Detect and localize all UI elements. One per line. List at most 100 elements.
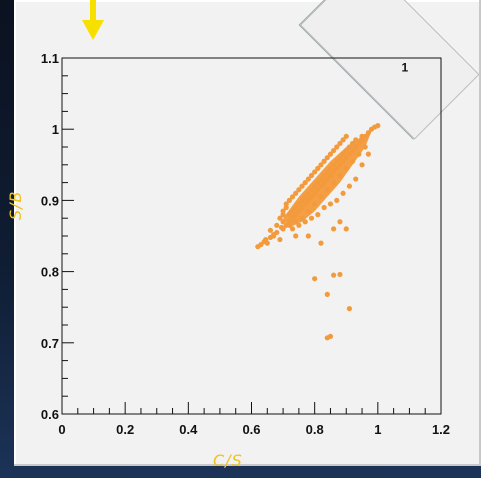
scatter-point <box>293 204 299 211</box>
scatter-point <box>289 194 296 200</box>
scatter-point <box>289 208 296 214</box>
scatter-point <box>331 226 337 232</box>
x-tick-label: 0.6 <box>242 422 260 437</box>
scatter-point <box>315 165 321 171</box>
scatter-point <box>340 137 346 143</box>
scatter-point <box>305 197 311 203</box>
plot-frame <box>61 57 442 415</box>
scatter-point <box>315 180 321 186</box>
scatter-point <box>296 222 302 228</box>
scatter-point <box>302 201 308 207</box>
scatter-point <box>327 172 334 179</box>
scatter-point <box>274 229 280 236</box>
scatter-point <box>286 219 292 225</box>
scatter-point <box>346 306 353 312</box>
scatter-point <box>264 240 270 246</box>
scatter-point <box>365 130 371 136</box>
scatter-point <box>334 144 340 150</box>
y-tick-label: 1.1 <box>41 51 59 66</box>
x-tick-label: 0.2 <box>116 422 134 437</box>
x-tick-label: 1.2 <box>432 422 450 437</box>
scatter-point <box>312 183 318 189</box>
scatter-point <box>286 222 292 228</box>
scatter-point <box>308 187 315 193</box>
y-tick-label: 0.8 <box>41 265 59 280</box>
scatter-point <box>308 215 315 221</box>
scatter-point <box>343 133 349 139</box>
scatter-point <box>359 137 365 143</box>
scatter-point <box>293 190 299 196</box>
scatter-point <box>337 155 343 161</box>
scatter-point <box>353 176 359 182</box>
scatter-point <box>324 169 330 175</box>
scatter-point <box>349 147 356 154</box>
scatter-point <box>280 208 286 214</box>
y-axis-label: S/B <box>6 190 25 220</box>
scatter-point <box>346 144 353 150</box>
scatter-point <box>277 215 283 221</box>
scatter-point <box>305 208 311 214</box>
y-tick-label: 0.9 <box>41 193 59 208</box>
scatter-point <box>331 272 337 278</box>
scatter-point <box>318 183 324 189</box>
scatter-point <box>334 197 340 203</box>
scatter-point <box>315 187 321 193</box>
scatter-point <box>305 190 311 196</box>
scatter-point <box>346 151 353 157</box>
scatter-point <box>356 140 362 147</box>
scatter-point <box>302 219 308 225</box>
scatter-point <box>334 165 340 171</box>
y-tick-label: 1 <box>52 122 59 137</box>
scatter-point <box>280 219 286 225</box>
scatter-point <box>286 197 292 203</box>
scatter-point <box>299 204 305 211</box>
scatter-point <box>353 137 359 143</box>
scatter-point <box>312 190 318 196</box>
scatter-point <box>274 222 280 228</box>
scatter-point <box>337 219 343 225</box>
scatter-point <box>337 172 343 179</box>
scatter-point <box>324 176 330 182</box>
down-arrow-icon <box>82 0 104 40</box>
scatter-point <box>278 224 285 231</box>
scatter-point <box>362 144 368 150</box>
scatter-point <box>327 201 334 207</box>
scatter-point <box>324 291 330 297</box>
scatter-point <box>318 240 324 246</box>
scatter-point <box>299 197 305 203</box>
scatter-point <box>293 212 299 218</box>
scatter-point <box>324 187 330 193</box>
scatter-point <box>318 162 324 168</box>
scatter-point <box>293 233 299 239</box>
scatter-point <box>312 201 318 207</box>
x-tick-label: 0.8 <box>306 422 324 437</box>
scatter-point <box>331 147 337 154</box>
scatter-point <box>340 158 346 164</box>
scatter-point <box>302 194 308 200</box>
scatter-point <box>312 169 318 175</box>
scatter-point <box>280 212 286 218</box>
scatter-point <box>293 219 299 225</box>
scatter-point <box>308 194 315 200</box>
scatter-point <box>321 158 327 164</box>
x-axis-label: C/S <box>213 451 243 470</box>
scatter-point <box>296 187 302 193</box>
scatter-point <box>340 190 346 196</box>
scatter-point <box>318 194 324 200</box>
scatter-point <box>331 180 337 186</box>
scatter-point <box>277 236 283 243</box>
scatter-point <box>356 151 362 157</box>
scatter-point <box>343 165 349 171</box>
scatter-point <box>305 233 311 239</box>
scatter-point <box>375 123 381 129</box>
scatter-point <box>299 183 305 189</box>
scatter-point <box>318 176 324 182</box>
scatter-point <box>334 158 340 164</box>
y-tick-label: 0.6 <box>41 407 59 422</box>
scatter-point <box>337 162 343 168</box>
scatter-point <box>267 227 274 233</box>
scatter-point <box>312 276 318 282</box>
scatter-point <box>337 140 343 147</box>
scatter-point <box>324 155 330 161</box>
